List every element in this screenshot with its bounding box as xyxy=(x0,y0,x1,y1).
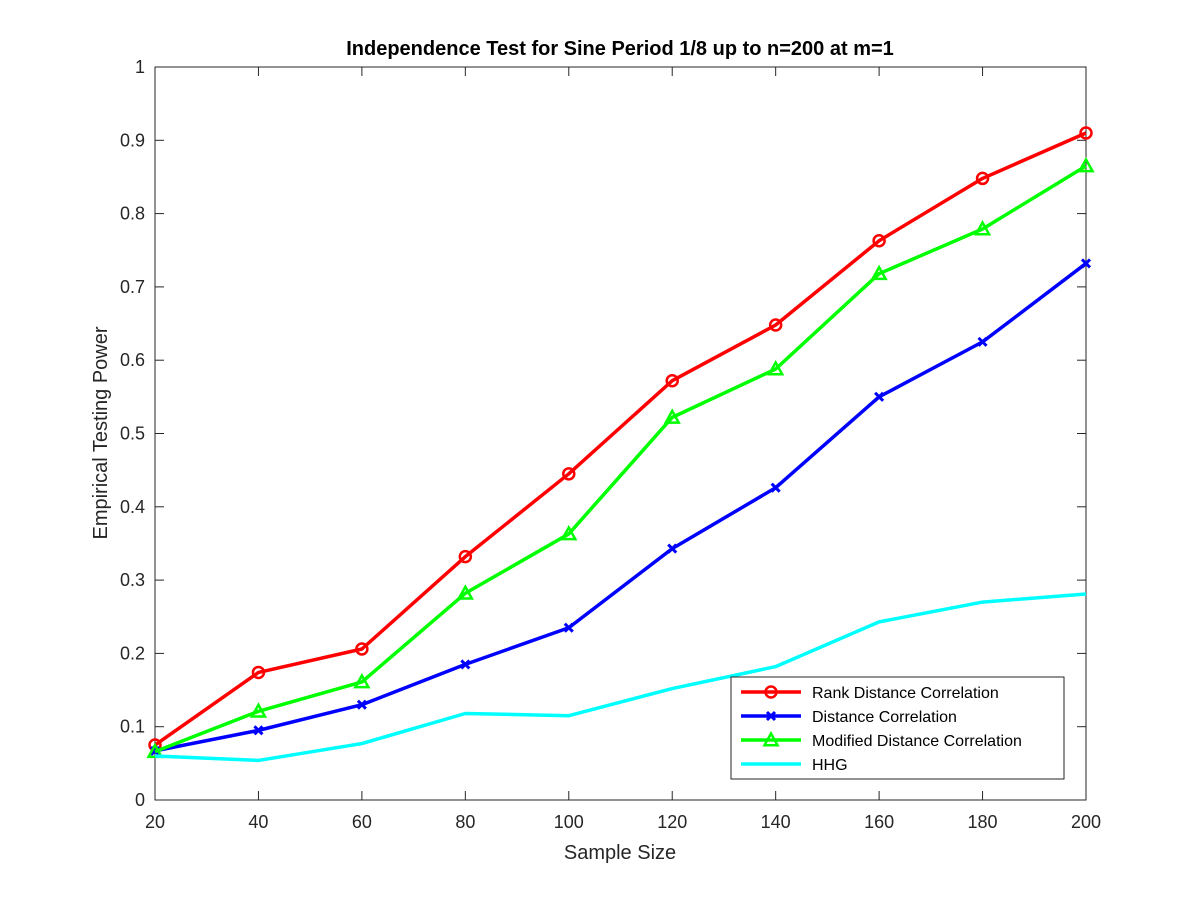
y-tick-label: 0 xyxy=(135,790,145,810)
data-point-s2-8 xyxy=(973,219,992,236)
y-axis-label: Empirical Testing Power xyxy=(90,326,112,539)
data-point-s1-6 xyxy=(770,482,781,493)
data-point-s1-9 xyxy=(1080,258,1092,269)
y-tick-label: 0.1 xyxy=(120,717,145,737)
data-point-s2-2 xyxy=(353,672,371,689)
legend-entry-0: Rank Distance Correlation xyxy=(812,685,999,702)
data-point-s0-6 xyxy=(768,318,783,332)
chart-title: Independence Test for Sine Period 1/8 up… xyxy=(346,38,894,60)
data-point-s0-2 xyxy=(355,642,369,656)
data-point-s2-1 xyxy=(249,702,268,718)
data-point-s2-6 xyxy=(767,359,785,376)
x-tick-label: 180 xyxy=(968,812,998,832)
data-point-s0-4 xyxy=(562,467,576,481)
data-point-s1-2 xyxy=(356,699,367,710)
data-point-s2-3 xyxy=(456,584,474,600)
y-tick-label: 0.4 xyxy=(120,497,145,517)
y-tick-label: 0.2 xyxy=(120,643,145,663)
y-tick-label: 0.5 xyxy=(120,424,145,444)
data-point-s0-9 xyxy=(1079,126,1093,140)
data-point-s0-7 xyxy=(872,233,886,248)
legend: Rank Distance Correlation Distance Correl… xyxy=(730,676,1065,780)
x-tick-label: 80 xyxy=(455,812,475,832)
legend-marker-0 xyxy=(764,685,778,699)
y-tick-label: 1 xyxy=(135,57,145,77)
x-tick-label: 20 xyxy=(145,812,165,832)
series-line-0 xyxy=(153,131,1087,747)
y-tick-label: 0.7 xyxy=(120,277,145,297)
series-line-2 xyxy=(154,164,1087,754)
data-point-s1-7 xyxy=(874,391,885,402)
data-point-s2-7 xyxy=(870,264,888,281)
x-tick-label: 160 xyxy=(864,812,894,832)
y-tick-label: 0.9 xyxy=(120,130,145,150)
y-tick-label: 0.3 xyxy=(120,570,145,590)
data-point-s1-4 xyxy=(563,622,574,633)
data-point-s0-5 xyxy=(665,373,679,388)
legend-box xyxy=(730,676,1065,780)
y-tick-label: 0.8 xyxy=(120,204,145,224)
series-line-1 xyxy=(154,262,1088,753)
legend-entry-3: HHG xyxy=(812,757,848,774)
data-point-s0-3 xyxy=(458,549,473,564)
x-tick-label: 200 xyxy=(1071,812,1101,832)
legend-entry-2: Modified Distance Correlation xyxy=(812,733,1022,750)
data-point-s2-4 xyxy=(560,524,578,541)
data-point-s0-1 xyxy=(251,665,266,680)
series-line-3 xyxy=(154,592,1087,763)
data-point-s1-8 xyxy=(977,336,988,347)
x-tick-label: 100 xyxy=(554,812,584,832)
x-tick-label: 120 xyxy=(657,812,687,832)
legend-marker-2 xyxy=(762,730,780,747)
data-point-s2-5 xyxy=(663,408,681,424)
data-point-s2-9 xyxy=(1077,156,1095,173)
y-tick-label: 0.6 xyxy=(120,350,145,370)
data-point-s1-1 xyxy=(253,725,264,736)
data-point-s1-5 xyxy=(667,543,678,554)
x-tick-label: 40 xyxy=(248,812,268,832)
legend-marker-1 xyxy=(765,710,777,722)
x-tick-label: 60 xyxy=(352,812,372,832)
data-point-s0-8 xyxy=(975,171,990,186)
x-axis-label: Sample Size xyxy=(564,842,676,864)
plot-area: 20 40 60 80 100 120 140 160 180 200 0 0.1 0.2 0.3 0.4 0… xyxy=(120,57,1101,832)
legend-entry-1: Distance Correlation xyxy=(812,709,957,726)
data-point-s1-3 xyxy=(460,659,471,670)
x-tick-label: 140 xyxy=(761,812,791,832)
